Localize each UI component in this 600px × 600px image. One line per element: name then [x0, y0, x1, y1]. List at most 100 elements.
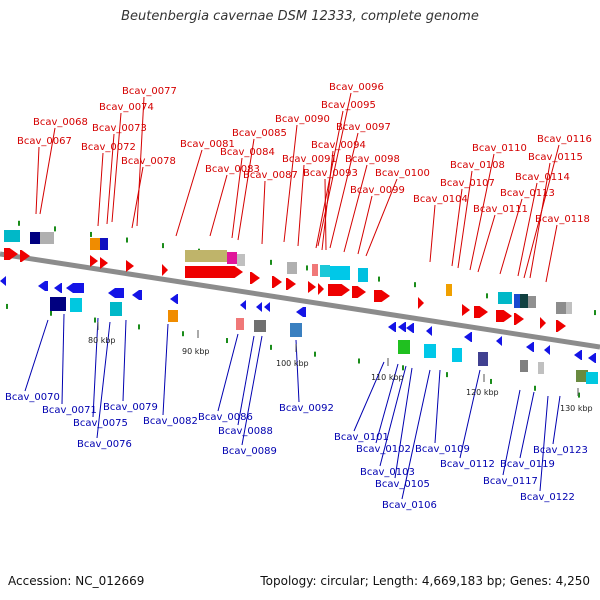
gene-feature-box — [236, 318, 244, 330]
forward-gene-leader — [283, 124, 298, 243]
forward-gene-label: Bcav_0081 — [180, 139, 235, 150]
gene-feature-box — [446, 284, 452, 296]
forward-gene-arrow — [474, 306, 488, 318]
forward-position-dot — [90, 231, 92, 237]
forward-gene-label: Bcav_0084 — [220, 147, 275, 158]
forward-gene-label: Bcav_0087 — [243, 170, 298, 181]
gene-feature-box — [100, 238, 108, 250]
forward-gene-label: Bcav_0113 — [500, 188, 555, 199]
forward-gene-leader — [131, 166, 144, 229]
gene-feature-box — [290, 323, 302, 337]
reverse-gene-leader — [92, 317, 99, 418]
reverse-position-dot — [534, 385, 536, 391]
gene-feature-box — [40, 232, 54, 244]
forward-gene-leader — [357, 195, 373, 255]
forward-gene-leader — [451, 188, 463, 267]
reverse-gene-label: Bcav_0123 — [533, 445, 588, 456]
forward-gene-leader — [106, 133, 115, 225]
forward-gene-leader — [35, 146, 40, 215]
forward-gene-label: Bcav_0097 — [336, 122, 391, 133]
kbp-tick-label: 110 kbp — [371, 373, 404, 382]
forward-position-dot — [18, 220, 20, 226]
gene-feature-box — [185, 250, 227, 262]
reverse-gene-label: Bcav_0088 — [218, 426, 273, 437]
forward-gene-label: Bcav_0104 — [413, 194, 468, 205]
gene-feature-box — [254, 320, 266, 332]
forward-gene-label: Bcav_0096 — [329, 82, 384, 93]
forward-gene-arrow — [328, 284, 350, 296]
forward-gene-leader — [136, 96, 145, 227]
reverse-position-dot — [6, 303, 8, 309]
forward-gene-leader — [429, 204, 436, 263]
forward-position-dot — [378, 276, 380, 282]
reverse-gene-label: Bcav_0102 — [356, 444, 411, 455]
gene-feature-box — [4, 230, 20, 242]
reverse-gene-leader — [434, 369, 441, 444]
reverse-gene-leader — [401, 369, 431, 500]
reverse-gene-label: Bcav_0109 — [415, 444, 470, 455]
reverse-gene-label: Bcav_0082 — [143, 416, 198, 427]
forward-gene-label: Bcav_0090 — [275, 114, 330, 125]
reverse-gene-leader — [96, 321, 111, 439]
gene-feature-box — [520, 360, 528, 372]
forward-gene-label: Bcav_0072 — [81, 142, 136, 153]
forward-gene-leader — [317, 92, 352, 247]
reverse-gene-arrow — [426, 326, 432, 336]
forward-gene-leader — [321, 150, 334, 251]
reverse-gene-leader — [217, 333, 239, 412]
forward-gene-leader — [175, 149, 203, 237]
forward-gene-arrow — [514, 313, 524, 325]
forward-gene-leader — [297, 164, 305, 247]
gene-feature-box — [50, 297, 66, 311]
reverse-gene-label: Bcav_0117 — [483, 476, 538, 487]
reverse-gene-label: Bcav_0105 — [375, 479, 430, 490]
reverse-gene-arrow — [170, 294, 178, 304]
kbp-tick-label: 130 kbp — [560, 404, 593, 413]
forward-gene-label: Bcav_0118 — [535, 214, 590, 225]
forward-gene-label: Bcav_0095 — [321, 100, 376, 111]
reverse-gene-arrow — [406, 323, 414, 333]
gene-feature-box — [320, 265, 330, 277]
forward-gene-leader — [469, 153, 495, 271]
reverse-gene-leader — [394, 367, 413, 479]
forward-gene-arrow — [318, 283, 324, 295]
reverse-position-dot — [314, 351, 316, 357]
forward-gene-arrow — [20, 250, 30, 262]
reverse-position-dot — [50, 310, 52, 316]
reverse-gene-arrow — [132, 290, 142, 300]
gene-feature-box — [312, 264, 318, 276]
gene-feature-box — [30, 232, 40, 244]
reverse-gene-label: Bcav_0075 — [73, 418, 128, 429]
reverse-gene-arrow — [54, 283, 62, 293]
forward-gene-leader — [324, 178, 327, 251]
gene-feature-box — [110, 302, 122, 316]
reverse-gene-arrow — [388, 322, 396, 332]
reverse-gene-arrow — [398, 322, 406, 332]
reverse-gene-leader — [379, 365, 407, 467]
forward-gene-leader — [209, 174, 228, 237]
gene-feature-box — [398, 340, 410, 354]
reverse-position-dot — [490, 378, 492, 384]
forward-gene-leader — [343, 164, 368, 253]
reverse-gene-label: Bcav_0086 — [198, 412, 253, 423]
gene-feature-box — [566, 302, 572, 314]
gene-feature-box — [424, 344, 436, 358]
reverse-gene-label: Bcav_0079 — [103, 402, 158, 413]
reverse-gene-label: Bcav_0103 — [360, 467, 415, 478]
reverse-gene-arrow — [264, 302, 270, 312]
reverse-position-dot — [402, 365, 404, 371]
reverse-gene-arrow — [464, 332, 472, 342]
reverse-gene-arrow — [526, 342, 534, 352]
reverse-gene-label: Bcav_0122 — [520, 492, 575, 503]
reverse-position-dot — [94, 317, 96, 323]
gene-feature-box — [70, 298, 82, 312]
forward-gene-label: Bcav_0068 — [33, 117, 88, 128]
forward-position-dot — [486, 293, 488, 299]
forward-gene-arrow — [162, 264, 168, 276]
reverse-gene-leader — [162, 323, 169, 416]
forward-gene-arrow — [185, 266, 243, 278]
reverse-gene-leader — [353, 361, 385, 432]
forward-gene-arrow — [496, 310, 512, 322]
reverse-gene-leader — [24, 319, 49, 392]
